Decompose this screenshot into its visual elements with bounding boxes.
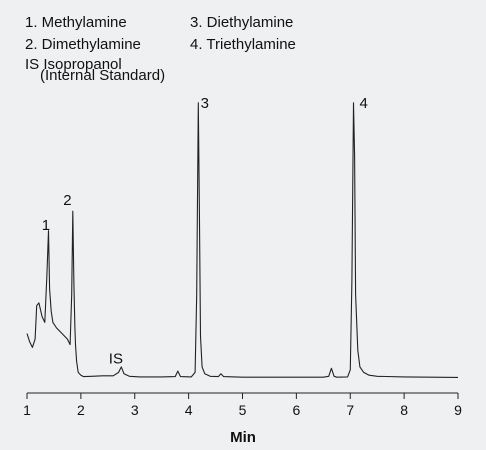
peak-label: 3 bbox=[201, 95, 209, 112]
x-tick-label: 2 bbox=[77, 402, 85, 418]
legend-entry-diethylamine: 3. Diethylamine bbox=[190, 14, 293, 31]
x-axis-title: Min bbox=[230, 429, 256, 446]
x-tick-label: 7 bbox=[346, 402, 354, 418]
x-tick-label: 5 bbox=[239, 402, 247, 418]
x-tick-label: 6 bbox=[293, 402, 301, 418]
chromatogram-trace-0 bbox=[26, 102, 459, 378]
peak-label: 2 bbox=[63, 192, 71, 209]
legend-entry-triethylamine: 4. Triethylamine bbox=[190, 36, 296, 53]
plot-area: 12 IS 3 4 bbox=[26, 95, 459, 378]
legend-left: 1. Methylamine 2. Dimethylamine IS Isopr… bbox=[25, 14, 165, 84]
x-tick-label: 9 bbox=[454, 402, 462, 418]
legend-entry-isopropanol: IS Isopropanol bbox=[25, 56, 122, 73]
legend-right: 3. Diethylamine 4. Triethylamine bbox=[190, 14, 296, 53]
legend-entry-dimethylamine: 2. Dimethylamine bbox=[25, 36, 141, 53]
peak-label: 1 bbox=[42, 217, 50, 234]
legend-entry-internal-standard: (Internal Standard) bbox=[40, 67, 165, 84]
x-tick-label: 1 bbox=[23, 402, 31, 418]
x-tick-label: 3 bbox=[131, 402, 139, 418]
x-tick-label: 8 bbox=[400, 402, 408, 418]
peak-label: IS bbox=[109, 351, 123, 368]
peak-label: 4 bbox=[360, 95, 368, 112]
x-tick-label: 4 bbox=[185, 402, 193, 418]
x-axis: 1 2 3 4 5 6 7 8 9 bbox=[23, 392, 462, 418]
legend-entry-methylamine: 1. Methylamine bbox=[25, 14, 127, 31]
